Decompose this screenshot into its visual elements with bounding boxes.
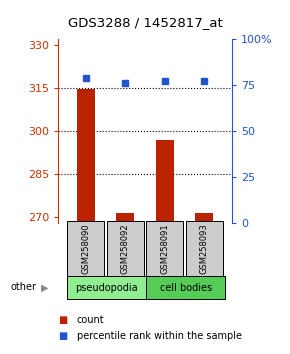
Text: GDS3288 / 1452817_at: GDS3288 / 1452817_at — [68, 17, 222, 29]
Text: count: count — [77, 315, 104, 325]
Bar — [67, 276, 146, 299]
Bar — [186, 221, 223, 276]
Bar — [107, 221, 144, 276]
Bar — [116, 213, 134, 223]
Text: pseudopodia: pseudopodia — [75, 282, 138, 293]
Bar — [156, 139, 174, 223]
Bar — [77, 89, 95, 223]
Bar — [195, 213, 213, 223]
Text: other: other — [10, 282, 36, 292]
Bar — [67, 221, 104, 276]
Text: percentile rank within the sample: percentile rank within the sample — [77, 331, 242, 341]
Text: GSM258092: GSM258092 — [121, 223, 130, 274]
Bar — [146, 276, 225, 299]
Text: ■: ■ — [58, 315, 67, 325]
Text: GSM258093: GSM258093 — [200, 223, 209, 274]
Text: GSM258090: GSM258090 — [81, 223, 90, 274]
Text: ■: ■ — [58, 331, 67, 341]
Text: ▶: ▶ — [41, 282, 49, 292]
Text: GSM258091: GSM258091 — [160, 223, 169, 274]
Text: cell bodies: cell bodies — [160, 282, 212, 293]
Bar — [146, 221, 183, 276]
